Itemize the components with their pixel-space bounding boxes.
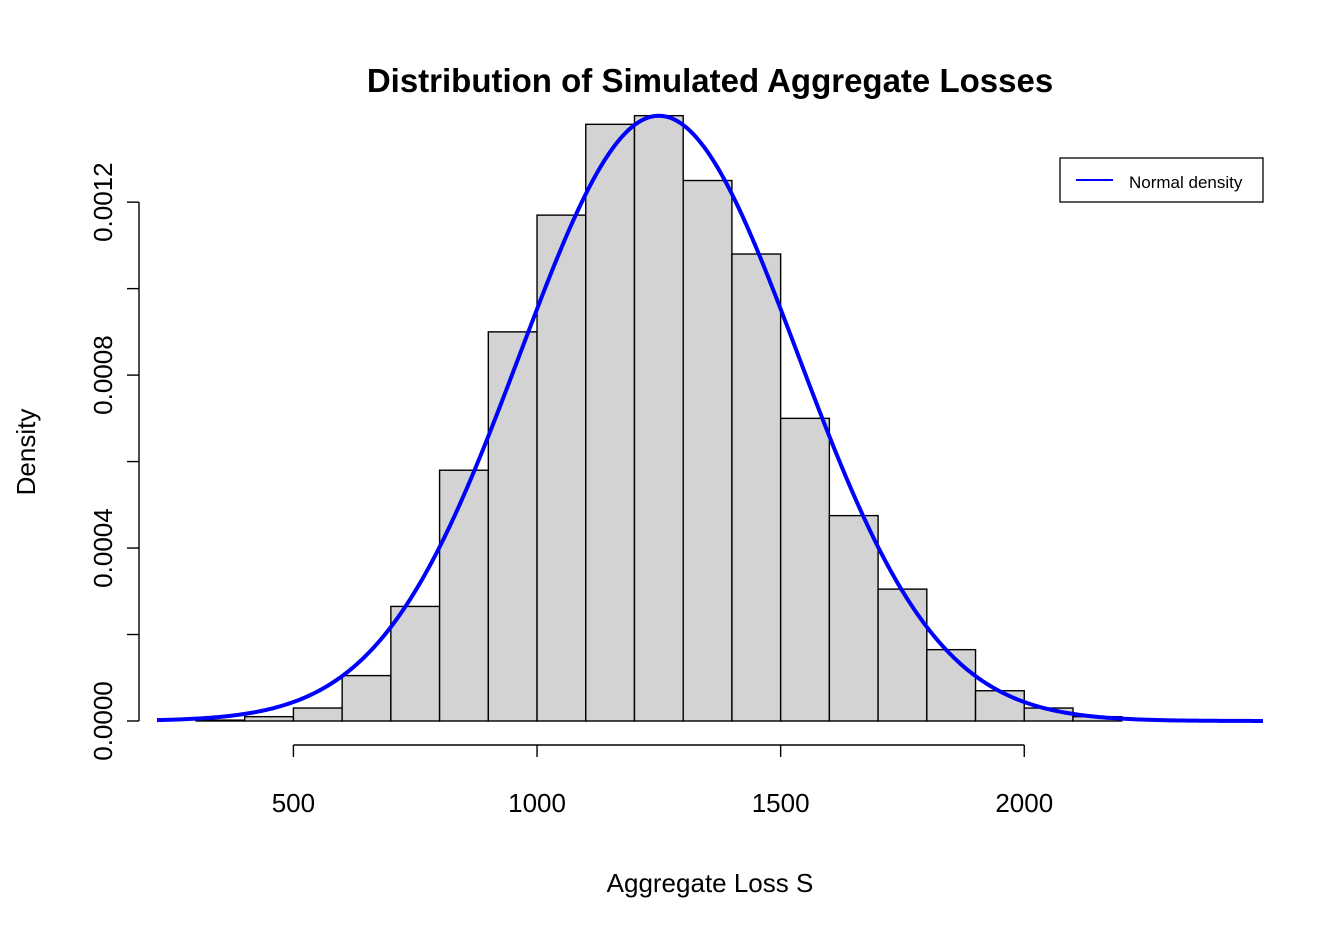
histogram-bar [195,719,246,722]
histogram-bars [195,114,1123,722]
histogram-bar [390,605,441,722]
histogram-bar [926,648,977,722]
histogram-bar [536,214,587,722]
histogram-bar [974,690,1025,722]
histogram-bar [779,417,831,722]
x-tick-label: 2000 [995,788,1053,818]
chart-title: Distribution of Simulated Aggregate Loss… [367,62,1053,99]
y-tick-label: 0.0012 [88,162,118,242]
histogram-bar [244,715,295,722]
x-axis-label: Aggregate Loss S [607,868,814,898]
histogram-bar [682,179,733,722]
y-tick-label: 0.0000 [88,681,118,761]
histogram-bar [292,707,343,722]
histogram-bar [828,514,879,722]
normal-density-curve [156,113,1263,723]
x-tick-label: 1500 [752,788,810,818]
histogram-bar [487,331,538,722]
histogram-bar [341,674,392,722]
y-axis-label: Density [11,409,41,496]
x-tick-label: 1000 [508,788,566,818]
legend: Normal density [1059,157,1264,203]
y-tick-label: 0.0008 [88,335,118,415]
legend-label: Normal density [1129,173,1243,192]
histogram-bar [585,123,636,722]
histogram-bar [633,114,684,722]
y-axis: 0.0000 0.0004 0.0008 0.0012 [88,162,140,761]
y-tick-label: 0.0004 [88,508,118,588]
x-axis: 500 1000 1500 2000 [272,744,1053,818]
histogram-bar [877,588,928,722]
x-tick-label: 500 [272,788,315,818]
histogram-bar [438,469,490,722]
histogram-bar [731,253,782,722]
